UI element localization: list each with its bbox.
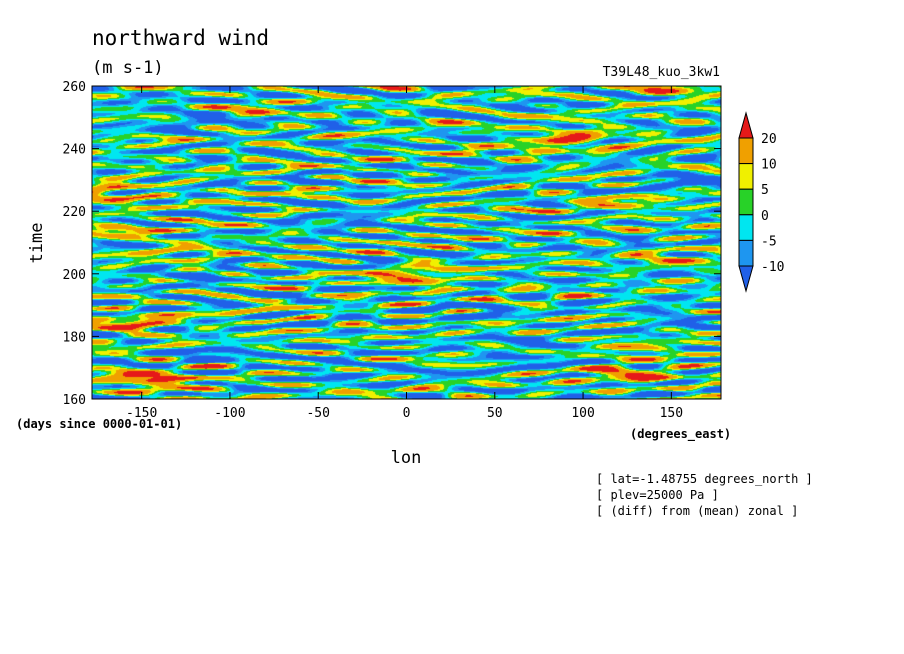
y-tick-label: 220 [63,205,86,220]
colorbar-extend-high [738,111,754,139]
annotation-diff: [ (diff) from (mean) zonal ] [596,504,798,518]
y-tick-label: 160 [63,393,86,408]
x-axis-label: lon [391,448,422,468]
annotation-lat: [ lat=-1.48755 degrees_north ] [596,472,813,486]
chart-title: northward wind [92,26,269,50]
colorbar-label: 10 [761,158,777,173]
x-axis: -150 -100 -50 0 50 100 150 [126,86,683,421]
x-tick-label: -100 [214,406,245,421]
chart-units: (m s-1) [92,58,164,78]
colorbar-extend-low [738,265,754,293]
y-tick-label: 180 [63,330,86,345]
colorbar-label: -10 [761,260,784,275]
y-axis-label: time [27,223,47,264]
y-axis: 160 180 200 220 240 260 [63,80,721,408]
colorbar-segment [738,188,754,216]
x-tick-label: -50 [306,406,329,421]
colorbar-label: 5 [761,183,769,198]
colorbar-label: 0 [761,209,769,224]
annotations: [ lat=-1.48755 degrees_north ] [ plev=25… [596,472,813,518]
x-tick-label: 0 [403,406,411,421]
heatmap-field [92,86,721,399]
colorbar-segment [738,137,754,165]
plot-area [91,85,722,400]
x-tick-label: 50 [487,406,503,421]
annotation-plev: [ plev=25000 Pa ] [596,488,719,502]
y-tick-label: 260 [63,80,86,95]
x-tick-label: 100 [571,406,594,421]
y-tick-label: 240 [63,143,86,158]
colorbar: 20 10 5 0 -5 -10 [738,111,784,293]
y-tick-label: 200 [63,268,86,283]
x-tick-label: 150 [660,406,683,421]
x-tick-label: -150 [126,406,157,421]
y-axis-units: (days since 0000-01-01) [16,417,182,431]
run-label: T39L48_kuo_3kw1 [603,65,720,80]
colorbar-segment [738,163,754,190]
colorbar-label: -5 [761,234,777,249]
colorbar-segment [738,214,754,241]
colorbar-segment [738,239,754,267]
x-axis-units: (degrees_east) [630,427,731,442]
colorbar-label: 20 [761,132,777,147]
